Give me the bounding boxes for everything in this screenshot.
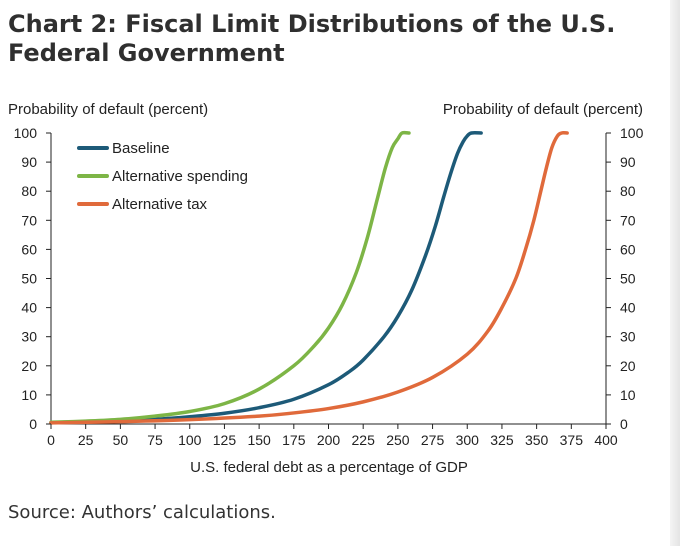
x-tick-label: 75: [147, 432, 163, 448]
legend-label-alternative-tax: Alternative tax: [112, 196, 208, 213]
x-tick-label: 300: [456, 432, 480, 448]
y-tick-label-right: 50: [620, 271, 636, 287]
x-tick-label: 0: [47, 432, 55, 448]
legend-label-alternative-spending: Alternative spending: [112, 168, 248, 185]
x-tick-label: 375: [560, 432, 584, 448]
source-note: Source: Authors’ calculations.: [8, 502, 276, 523]
series-layer: [49, 130, 569, 425]
y-tick-label-right: 40: [620, 300, 636, 316]
y-tick-label-right: 10: [620, 387, 636, 403]
series-line-alternative-tax: [49, 131, 569, 425]
legend: Baseline Alternative spending Alternative …: [77, 140, 248, 213]
y-tick-label-left: 20: [21, 358, 37, 374]
page-edge-shadow: [670, 0, 680, 546]
y-tick-label-left: 100: [14, 125, 38, 141]
y-tick-label-left: 40: [21, 300, 37, 316]
y-tick-label-right: 60: [620, 241, 636, 257]
chart-title: Chart 2: Fiscal Limit Distributions of t…: [8, 10, 616, 67]
y-tick-label-left: 70: [21, 212, 37, 228]
x-tick-label: 125: [213, 432, 237, 448]
x-tick-label: 350: [525, 432, 549, 448]
y-tick-label-right: 20: [620, 358, 636, 374]
series-line-baseline: [49, 131, 483, 425]
y-axis-label-left: Probability of default (percent): [8, 101, 208, 118]
x-tick-label: 325: [490, 432, 514, 448]
y-tick-label-left: 30: [21, 329, 37, 345]
y-tick-label-left: 80: [21, 183, 37, 199]
x-tick-label: 225: [352, 432, 376, 448]
y-tick-label-right: 0: [620, 416, 628, 432]
y-tick-label-left: 0: [29, 416, 37, 432]
y-tick-label-right: 30: [620, 329, 636, 345]
x-tick-label: 200: [317, 432, 341, 448]
x-axis-label: U.S. federal debt as a percentage of GDP: [190, 459, 468, 476]
x-tick-label: 50: [113, 432, 129, 448]
y-tick-label-right: 100: [620, 125, 644, 141]
y-tick-label-left: 50: [21, 271, 37, 287]
x-tick-label: 100: [178, 432, 202, 448]
x-tick-label: 250: [386, 432, 410, 448]
y-tick-label-left: 60: [21, 241, 37, 257]
x-tick-label: 150: [247, 432, 271, 448]
y-axis-label-right: Probability of default (percent): [443, 101, 643, 118]
legend-label-baseline: Baseline: [112, 140, 170, 157]
x-tick-label: 275: [421, 432, 445, 448]
y-tick-label-right: 80: [620, 183, 636, 199]
x-tick-label: 25: [78, 432, 94, 448]
x-tick-label: 175: [282, 432, 306, 448]
y-tick-label-right: 90: [620, 154, 636, 170]
series-line-alternative-spending: [49, 130, 411, 424]
y-tick-label-left: 10: [21, 387, 37, 403]
y-tick-label-right: 70: [620, 212, 636, 228]
x-tick-label: 400: [594, 432, 618, 448]
y-tick-label-left: 90: [21, 154, 37, 170]
